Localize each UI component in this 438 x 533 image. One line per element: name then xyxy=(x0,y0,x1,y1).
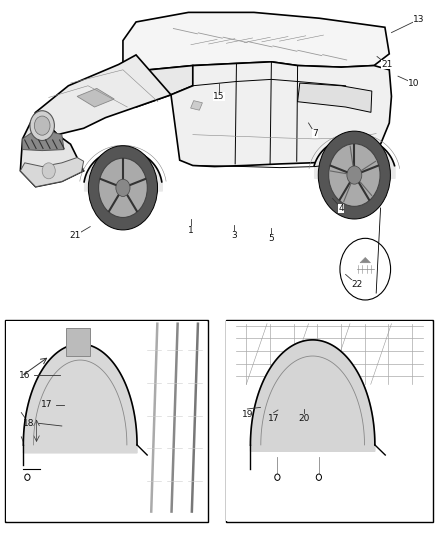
Circle shape xyxy=(42,163,55,179)
Text: 7: 7 xyxy=(312,129,318,138)
Text: 13: 13 xyxy=(413,15,425,24)
Polygon shape xyxy=(66,328,90,356)
Polygon shape xyxy=(297,83,372,112)
Text: 16: 16 xyxy=(19,371,31,380)
Polygon shape xyxy=(20,112,84,187)
Polygon shape xyxy=(123,12,389,75)
Text: 15: 15 xyxy=(213,92,225,101)
Circle shape xyxy=(116,179,130,197)
Polygon shape xyxy=(77,88,114,107)
Polygon shape xyxy=(23,344,137,453)
Polygon shape xyxy=(360,257,371,263)
Text: 17: 17 xyxy=(268,414,279,423)
Text: 3: 3 xyxy=(231,231,237,240)
Circle shape xyxy=(88,146,158,230)
Text: 21: 21 xyxy=(69,231,81,240)
Circle shape xyxy=(347,166,362,184)
Text: 17: 17 xyxy=(41,400,52,409)
Polygon shape xyxy=(20,158,84,187)
Text: 4: 4 xyxy=(339,204,344,213)
Text: 10: 10 xyxy=(407,78,419,87)
Text: 22: 22 xyxy=(351,279,362,288)
Text: 22: 22 xyxy=(351,279,362,288)
Circle shape xyxy=(340,238,391,300)
Text: 5: 5 xyxy=(268,234,274,243)
Bar xyxy=(6,321,207,521)
Circle shape xyxy=(30,111,54,141)
Polygon shape xyxy=(35,55,171,135)
Text: 20: 20 xyxy=(298,414,310,423)
Polygon shape xyxy=(22,128,64,151)
Polygon shape xyxy=(251,340,375,451)
Circle shape xyxy=(328,144,380,206)
Circle shape xyxy=(99,158,147,217)
Bar xyxy=(226,321,432,521)
Polygon shape xyxy=(171,62,392,166)
Bar xyxy=(226,320,433,522)
Text: 18: 18 xyxy=(23,419,35,428)
Polygon shape xyxy=(121,66,193,107)
Text: 21: 21 xyxy=(381,60,393,69)
Bar xyxy=(5,320,208,522)
Text: 19: 19 xyxy=(242,410,253,419)
Polygon shape xyxy=(191,101,202,110)
Text: 1: 1 xyxy=(188,226,194,235)
Circle shape xyxy=(318,131,390,219)
Circle shape xyxy=(34,116,50,135)
